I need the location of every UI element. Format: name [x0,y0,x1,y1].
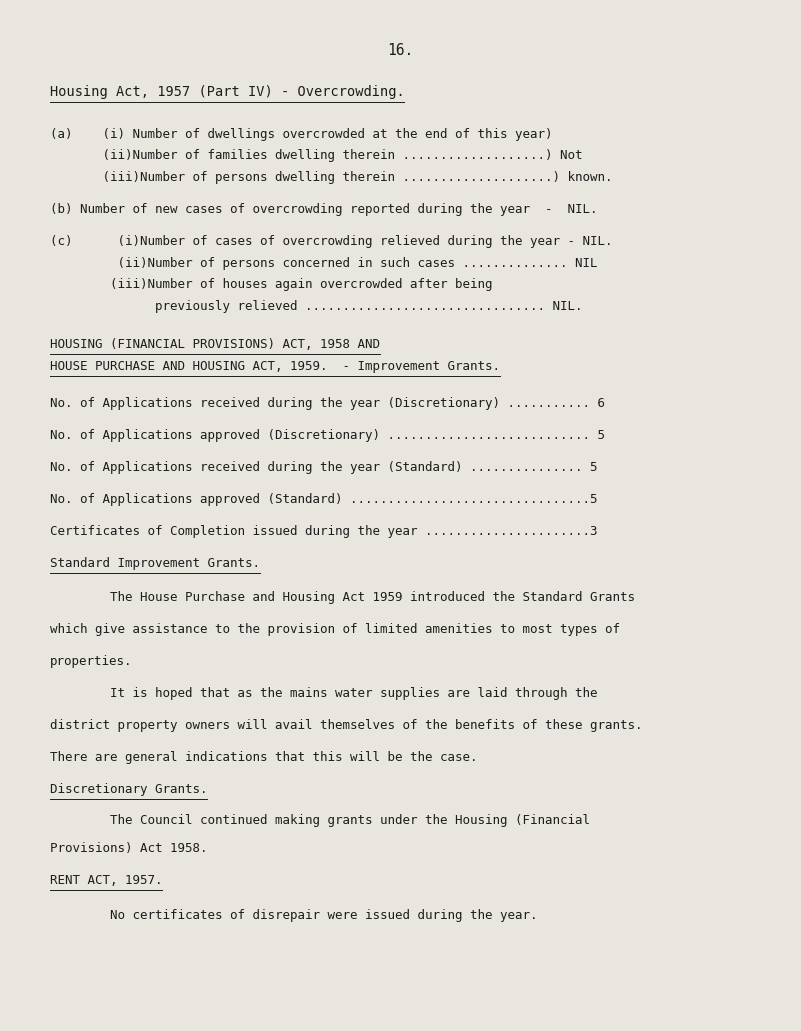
Text: The House Purchase and Housing Act 1959 introduced the Standard Grants: The House Purchase and Housing Act 1959 … [50,591,634,604]
Text: (a)    (i) Number of dwellings overcrowded at the end of this year): (a) (i) Number of dwellings overcrowded … [50,128,552,141]
Text: which give assistance to the provision of limited amenities to most types of: which give assistance to the provision o… [50,623,620,636]
Text: Certificates of Completion issued during the year ......................3: Certificates of Completion issued during… [50,525,598,538]
Text: (ii)Number of persons concerned in such cases .............. NIL: (ii)Number of persons concerned in such … [50,257,598,270]
Text: No certificates of disrepair were issued during the year.: No certificates of disrepair were issued… [50,909,537,923]
Text: properties.: properties. [50,655,132,668]
Text: Standard Improvement Grants.: Standard Improvement Grants. [50,557,260,570]
Text: The Council continued making grants under the Housing (Financial: The Council continued making grants unde… [50,814,590,828]
Text: RENT ACT, 1957.: RENT ACT, 1957. [50,874,162,888]
Text: (c)      (i)Number of cases of overcrowding relieved during the year - NIL.: (c) (i)Number of cases of overcrowding r… [50,235,612,248]
Text: No. of Applications received during the year (Standard) ............... 5: No. of Applications received during the … [50,461,598,474]
Text: There are general indications that this will be the case.: There are general indications that this … [50,751,477,764]
Text: It is hoped that as the mains water supplies are laid through the: It is hoped that as the mains water supp… [50,687,598,700]
Text: (b) Number of new cases of overcrowding reported during the year  -  NIL.: (b) Number of new cases of overcrowding … [50,203,598,217]
Text: No. of Applications approved (Standard) ................................5: No. of Applications approved (Standard) … [50,493,598,506]
Text: (iii)Number of persons dwelling therein ....................) known.: (iii)Number of persons dwelling therein … [50,171,612,185]
Text: HOUSING (FINANCIAL PROVISIONS) ACT, 1958 AND: HOUSING (FINANCIAL PROVISIONS) ACT, 1958… [50,338,380,352]
Text: (ii)Number of families dwelling therein ...................) Not: (ii)Number of families dwelling therein … [50,149,582,163]
Text: No. of Applications approved (Discretionary) ........................... 5: No. of Applications approved (Discretion… [50,429,605,442]
Text: 16.: 16. [388,43,413,59]
Text: No. of Applications received during the year (Discretionary) ........... 6: No. of Applications received during the … [50,397,605,410]
Text: (iii)Number of houses again overcrowded after being: (iii)Number of houses again overcrowded … [50,278,492,292]
Text: HOUSE PURCHASE AND HOUSING ACT, 1959.  - Improvement Grants.: HOUSE PURCHASE AND HOUSING ACT, 1959. - … [50,360,500,373]
Text: Housing Act, 1957 (Part IV) - Overcrowding.: Housing Act, 1957 (Part IV) - Overcrowdi… [50,85,405,99]
Text: Provisions) Act 1958.: Provisions) Act 1958. [50,842,207,856]
Text: previously relieved ................................ NIL.: previously relieved ....................… [50,300,582,313]
Text: district property owners will avail themselves of the benefits of these grants.: district property owners will avail them… [50,719,642,732]
Text: Discretionary Grants.: Discretionary Grants. [50,783,207,796]
